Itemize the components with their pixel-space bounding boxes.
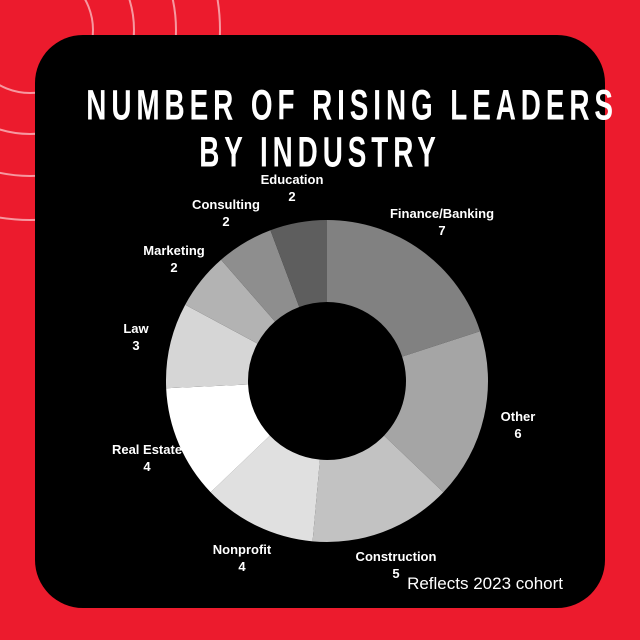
arc-circle: [0, 0, 135, 135]
slice-real-estate: [166, 384, 270, 493]
chart-title: NUMBER OF RISING LEADERS BY INDUSTRY: [35, 82, 613, 177]
slice-other: [384, 331, 488, 493]
title-line-1: NUMBER OF RISING LEADERS: [86, 82, 618, 130]
slice-nonprofit: [210, 435, 320, 542]
slice-marketing: [185, 259, 276, 344]
footnote: Reflects 2023 cohort: [407, 574, 563, 593]
slice-consulting: [221, 230, 300, 322]
slice-construction: [312, 435, 444, 542]
slice-finance-banking: [327, 220, 481, 357]
slice-education: [270, 220, 327, 308]
arc-circle: [0, 0, 94, 94]
slice-law: [165, 304, 258, 389]
title-line-2: BY INDUSTRY: [199, 129, 441, 177]
arc-circle: [0, 0, 221, 221]
arc-circle: [0, 0, 177, 177]
